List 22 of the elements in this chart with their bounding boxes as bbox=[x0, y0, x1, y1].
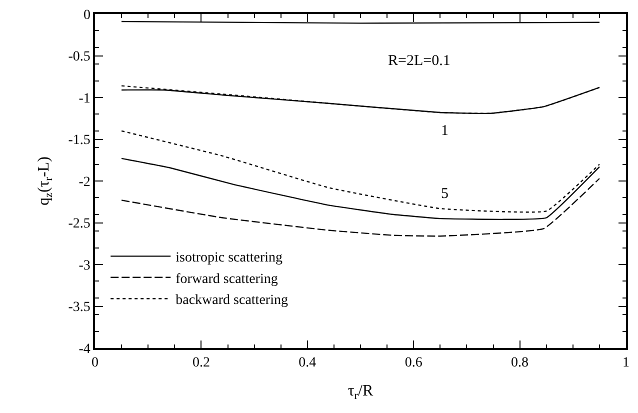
x-tick-label: 0.2 bbox=[192, 356, 210, 371]
legend-label: backward scattering bbox=[176, 293, 288, 308]
y-tick-label: 0 bbox=[83, 8, 90, 23]
legend-label: isotropic scattering bbox=[176, 250, 283, 266]
y-tick-label: -3 bbox=[78, 258, 90, 274]
line-series bbox=[120, 178, 600, 237]
y-tick-label: -2 bbox=[78, 174, 90, 190]
y-tick-label: -1.5 bbox=[68, 133, 90, 148]
legend-label: forward scattering bbox=[176, 272, 278, 287]
y-tick-label: -2.5 bbox=[68, 216, 90, 232]
x-tick-label: 0.6 bbox=[404, 356, 422, 371]
y-tick-label: -1 bbox=[78, 91, 90, 106]
x-axis-title: τ$_{r}$/R bbox=[348, 382, 374, 402]
annotation: 1 bbox=[441, 123, 448, 139]
y-tick-label: -3.5 bbox=[68, 300, 90, 316]
y-tick-label: -4 bbox=[78, 342, 90, 357]
y-tick-label: -0.5 bbox=[68, 50, 90, 65]
x-tick-label: 0.8 bbox=[511, 356, 529, 371]
annotation: 5 bbox=[441, 186, 448, 202]
annotation: R=2L=0.1 bbox=[388, 53, 450, 69]
x-tick-label: 0.4 bbox=[298, 356, 316, 371]
x-tick-label: 1 bbox=[622, 356, 630, 371]
